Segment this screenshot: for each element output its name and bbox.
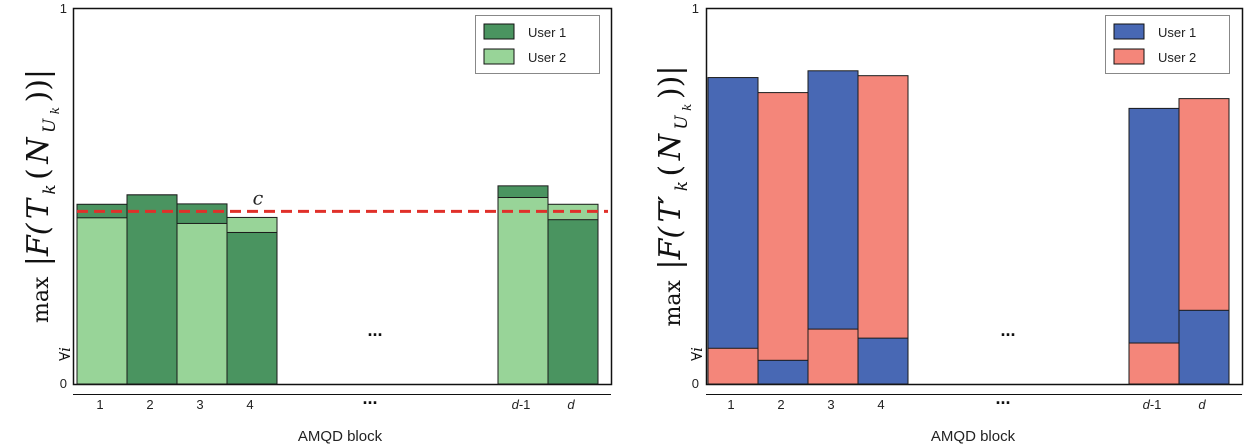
right-legend-label-user-2: User 2 [1158,50,1196,65]
x-tick-label-1: 1 [727,397,734,412]
left-bars [76,185,599,385]
x-tick-label-4: 4 [877,397,884,412]
bar-user-2-block-3 [807,328,859,385]
x-tick-label-3: 3 [196,397,203,412]
bar-user-1-block-d [547,219,599,385]
left-legend-swatch-user-2 [483,48,515,65]
x-tick-label-d: d [567,397,575,412]
left-ylabel-n: N [21,136,56,165]
bar-user-2-block-2 [757,92,809,385]
right-ylabel-u: U [672,115,692,130]
left-ylabel-max: max [29,276,54,323]
left-chart: 1 0 1 2 3 4 d-1 d ... ... AMQD block c User 1… [21,1,613,445]
left-x-axis-label: AMQD block [298,428,383,445]
left-y-tick-top: 1 [60,1,67,16]
left-legend-label-user-2: User 2 [528,50,566,65]
x-tick-label-2: 2 [146,397,153,412]
left-x-tick-labels: 1 2 3 4 d-1 d [96,397,575,412]
left-legend-swatch-user-1 [483,23,515,40]
right-plot-frame [705,7,1244,386]
left-ylabel-u: U [40,118,60,133]
right-legend: User 1 User 2 [1105,15,1230,74]
x-tick-label-3: 3 [827,397,834,412]
right-ylabel-t: T′ [653,195,688,222]
bar-user-2-block-1 [76,217,128,385]
bar-user-2-block-4 [857,75,909,385]
x-tick-label-d-1: d-1 [1143,397,1162,412]
x-tick-label-d: d [1198,397,1206,412]
bar-user-1-block-2 [126,194,178,385]
left-plot-frame [72,7,613,386]
right-ylabel-open: ( [653,165,688,177]
bar-user-1-block-d-1 [1128,107,1180,385]
x-tick-label-1: 1 [96,397,103,412]
left-axis-ellipsis: ... [362,388,377,408]
bar-user-1-block-2 [757,359,809,385]
left-plot-ellipsis: ... [367,320,382,340]
right-legend-swatch-user-2 [1113,48,1145,65]
right-ylabel-k: k [672,181,692,191]
right-ylabel-n: N [653,132,688,161]
bar-user-1-block-4 [226,231,278,385]
right-y-tick-top: 1 [692,1,699,16]
right-legend-label-user-1: User 1 [1158,25,1196,40]
x-tick-label-d-1: d-1 [512,397,531,412]
right-axis-ellipsis: ... [995,388,1010,408]
bar-user-1-block-1 [707,77,759,385]
left-ylabel-close: ))| [21,69,56,103]
left-ylabel-open: ( [21,168,56,180]
svg-text:max |F( T: max |F( T k ( N U k ))| [21,69,63,323]
bar-user-2-block-1 [707,347,759,385]
left-ylabel-f: |F( [21,222,56,266]
right-x-axis-label: AMQD block [931,428,1016,445]
left-y-tick-bottom: 0 [60,376,67,391]
left-ylabel-k: k [40,184,60,194]
right-bars [707,70,1230,385]
right-ylabel-close: ))| [653,66,688,100]
x-tick-label-2: 2 [777,397,784,412]
bar-user-2-block-d-1 [1128,342,1180,385]
left-ylabel-forall: ∀i [56,347,74,361]
left-legend: User 1 User 2 [475,15,600,74]
bar-user-2-block-d-1 [497,197,549,385]
bar-user-1-block-d [1178,309,1230,385]
right-ylabel-uk: k [680,104,694,111]
left-ylabel-uk: k [48,107,62,114]
right-y-tick-bottom: 0 [692,376,699,391]
x-tick-label-4: 4 [246,397,253,412]
bar-user-2-block-3 [176,222,228,385]
right-chart: 1 0 1 2 3 4 d-1 d ... ... AMQD block User 1 U… [653,1,1244,445]
right-x-tick-labels: 1 2 3 4 d-1 d [727,397,1206,412]
left-y-axis-label: max |F( T k ( N U k ))| ∀i [21,69,74,361]
svg-text:max |F( T′: max |F( T′ k ( N U k ))| [653,66,695,327]
right-legend-swatch-user-1 [1113,23,1145,40]
threshold-label: c [253,187,264,209]
right-ylabel-f: |F( [653,226,688,270]
right-y-axis-label: max |F( T′ k ( N U k ))| ∀i [653,66,706,361]
right-ylabel-forall: ∀i [688,347,706,361]
right-plot-ellipsis: ... [1000,320,1015,340]
left-legend-label-user-1: User 1 [528,25,566,40]
left-ylabel-t: T [21,197,56,219]
right-ylabel-max: max [661,279,686,326]
bar-user-1-block-4 [857,337,909,385]
